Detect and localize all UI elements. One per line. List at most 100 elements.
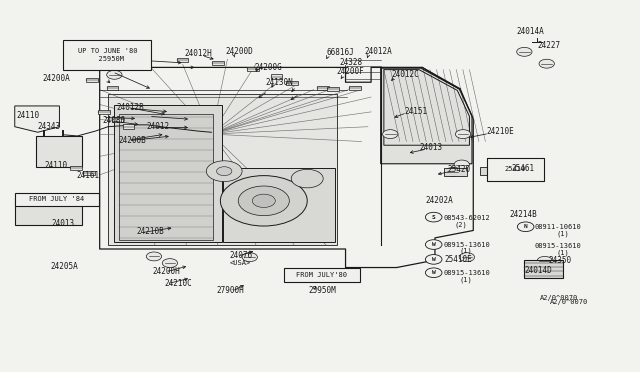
Bar — [16, 195, 24, 202]
Text: W: W — [432, 257, 436, 262]
Text: S: S — [432, 215, 436, 219]
Circle shape — [383, 130, 398, 138]
Text: 24210B: 24210B — [136, 227, 164, 237]
Text: 24214B: 24214B — [509, 211, 538, 219]
Circle shape — [445, 167, 461, 176]
Text: 24210C: 24210C — [164, 279, 192, 288]
Bar — [72, 195, 80, 202]
Circle shape — [537, 256, 552, 265]
Circle shape — [220, 176, 307, 226]
Circle shape — [242, 253, 257, 262]
Text: 24227: 24227 — [537, 41, 560, 51]
Text: 25410: 25410 — [505, 166, 526, 172]
Text: 24012: 24012 — [147, 122, 170, 131]
Text: 24130N: 24130N — [266, 78, 294, 87]
Bar — [487, 158, 543, 181]
Text: 08543-62012: 08543-62012 — [444, 215, 490, 221]
Text: 24110: 24110 — [44, 161, 67, 170]
Bar — [212, 61, 223, 65]
Bar — [487, 158, 543, 181]
Text: 24012H: 24012H — [184, 49, 212, 58]
Bar — [108, 94, 337, 245]
Circle shape — [491, 162, 506, 171]
Text: N: N — [524, 224, 527, 229]
Text: 24200D: 24200D — [225, 47, 253, 56]
Text: <USA>: <USA> — [229, 260, 251, 266]
Text: 08915-13610: 08915-13610 — [444, 241, 491, 247]
Text: 24110: 24110 — [17, 111, 40, 120]
Bar — [38, 195, 46, 202]
Bar — [444, 168, 467, 176]
Bar — [15, 193, 99, 206]
Text: 24210E: 24210E — [486, 126, 514, 136]
Circle shape — [426, 212, 442, 222]
Bar — [223, 168, 335, 242]
Circle shape — [516, 47, 532, 56]
Bar — [15, 198, 82, 225]
Bar — [112, 117, 124, 122]
Circle shape — [147, 252, 162, 261]
Circle shape — [107, 70, 122, 79]
Text: 24200H: 24200H — [153, 267, 180, 276]
Text: 24343: 24343 — [38, 122, 61, 131]
Bar — [107, 86, 118, 90]
Text: 08915-13610: 08915-13610 — [534, 243, 581, 249]
Text: W: W — [432, 270, 436, 275]
Text: 24012B: 24012B — [117, 103, 145, 112]
Bar — [99, 110, 110, 114]
Text: 24202A: 24202A — [426, 196, 453, 205]
Text: 24080: 24080 — [103, 116, 126, 125]
Bar — [63, 39, 152, 70]
Bar — [70, 166, 82, 170]
Polygon shape — [15, 106, 60, 132]
Bar — [271, 74, 282, 79]
Bar — [177, 58, 188, 62]
Bar — [349, 86, 361, 90]
Bar — [28, 195, 35, 202]
Bar — [100, 60, 115, 66]
Circle shape — [517, 222, 534, 232]
Circle shape — [539, 59, 554, 68]
Text: 24200B: 24200B — [119, 135, 147, 145]
Bar — [50, 195, 58, 202]
Text: (1): (1) — [556, 230, 569, 237]
Bar — [83, 171, 95, 175]
Polygon shape — [381, 68, 472, 164]
Circle shape — [163, 259, 177, 267]
Text: 24200A: 24200A — [42, 74, 70, 83]
Text: 08915-13610: 08915-13610 — [444, 270, 491, 276]
Text: 24151: 24151 — [404, 108, 428, 116]
Text: 24014A: 24014A — [516, 26, 545, 36]
Text: A2/0^0070: A2/0^0070 — [540, 295, 579, 301]
Circle shape — [312, 271, 328, 280]
Text: 24205A: 24205A — [51, 262, 78, 270]
Text: 24014D: 24014D — [524, 266, 552, 275]
Circle shape — [460, 253, 474, 262]
Text: 25461: 25461 — [511, 164, 534, 173]
Circle shape — [426, 254, 442, 264]
Bar — [524, 260, 563, 278]
Text: (2): (2) — [454, 221, 467, 228]
Bar — [327, 87, 339, 91]
Text: 25950M: 25950M — [308, 286, 336, 295]
Text: 24328: 24328 — [339, 58, 362, 67]
Text: 27900H: 27900H — [216, 286, 244, 295]
Text: 24161: 24161 — [76, 171, 99, 180]
Text: 24200F: 24200F — [337, 67, 364, 76]
Bar — [36, 137, 82, 167]
Text: A2/0^0070: A2/0^0070 — [550, 299, 588, 305]
Bar — [286, 81, 298, 85]
Bar — [119, 114, 213, 240]
Bar — [247, 67, 259, 71]
Text: W: W — [432, 242, 436, 247]
Bar — [284, 268, 360, 282]
Circle shape — [216, 167, 232, 176]
Circle shape — [252, 194, 275, 208]
Circle shape — [454, 160, 469, 169]
Text: 24076: 24076 — [229, 251, 252, 260]
Text: 24013: 24013 — [420, 143, 443, 152]
Text: 24013: 24013 — [52, 219, 75, 228]
Text: 25410E: 25410E — [445, 254, 472, 263]
Circle shape — [206, 161, 242, 182]
Text: 24200G: 24200G — [255, 63, 283, 72]
